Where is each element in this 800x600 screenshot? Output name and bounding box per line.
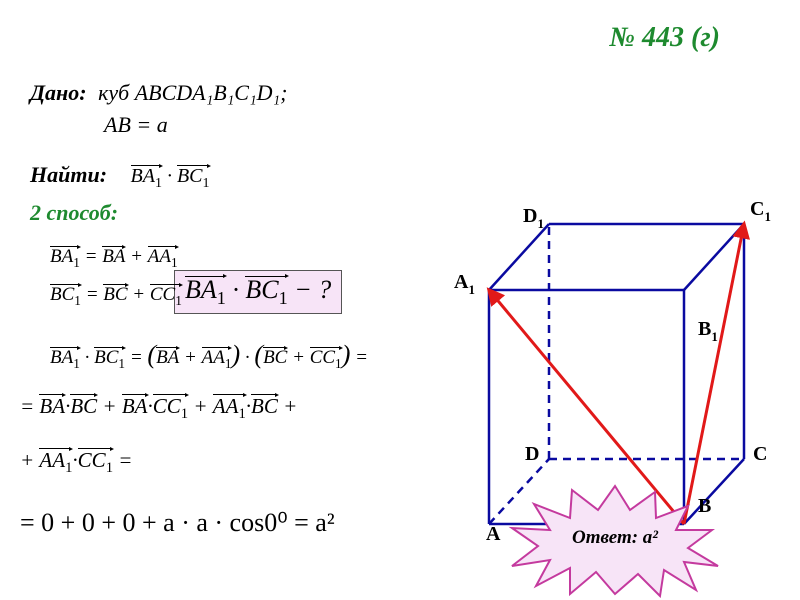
eq2: BC1 = BC + CC1	[50, 284, 182, 309]
method-label: 2 способ:	[30, 200, 118, 226]
svg-text:A: A	[486, 523, 501, 545]
eq4: = BA·BC + BA·CC1 + AA1·BC +	[20, 394, 297, 423]
highlight-box: BA1 · BC1 − ?	[174, 270, 342, 314]
given-line1: куб ABCDA₁B₁C₁D₁;	[98, 80, 287, 105]
svg-text:D: D	[525, 443, 539, 465]
find-label: Найти:	[30, 162, 107, 187]
eq5: + AA1·CC1 =	[20, 448, 132, 477]
eq6: = 0 + 0 + 0 + a · a · cos0⁰ = a²	[20, 508, 335, 538]
svg-text:C1: C1	[750, 198, 771, 224]
problem-number: № 443 (г)	[609, 22, 720, 54]
eq3: BA1 · BC1 = (BA + AA1) · (BC + CC1) =	[50, 340, 368, 372]
svg-text:C: C	[753, 443, 767, 465]
find-expr: BA1 · BC1	[131, 165, 210, 187]
svg-text:A1: A1	[454, 271, 475, 297]
find-row: Найти: BA1 · BC1	[30, 162, 210, 192]
given-line2: АВ = а	[104, 112, 168, 138]
svg-text:B1: B1	[698, 318, 718, 344]
given-label: Дано:	[30, 80, 87, 105]
svg-text:D1: D1	[523, 205, 544, 231]
answer-text: Ответ: а²	[500, 478, 730, 598]
eq1: BA1 = BA + AA1	[50, 246, 178, 271]
given-row: Дано: куб ABCDA₁B₁C₁D₁;	[30, 80, 288, 106]
